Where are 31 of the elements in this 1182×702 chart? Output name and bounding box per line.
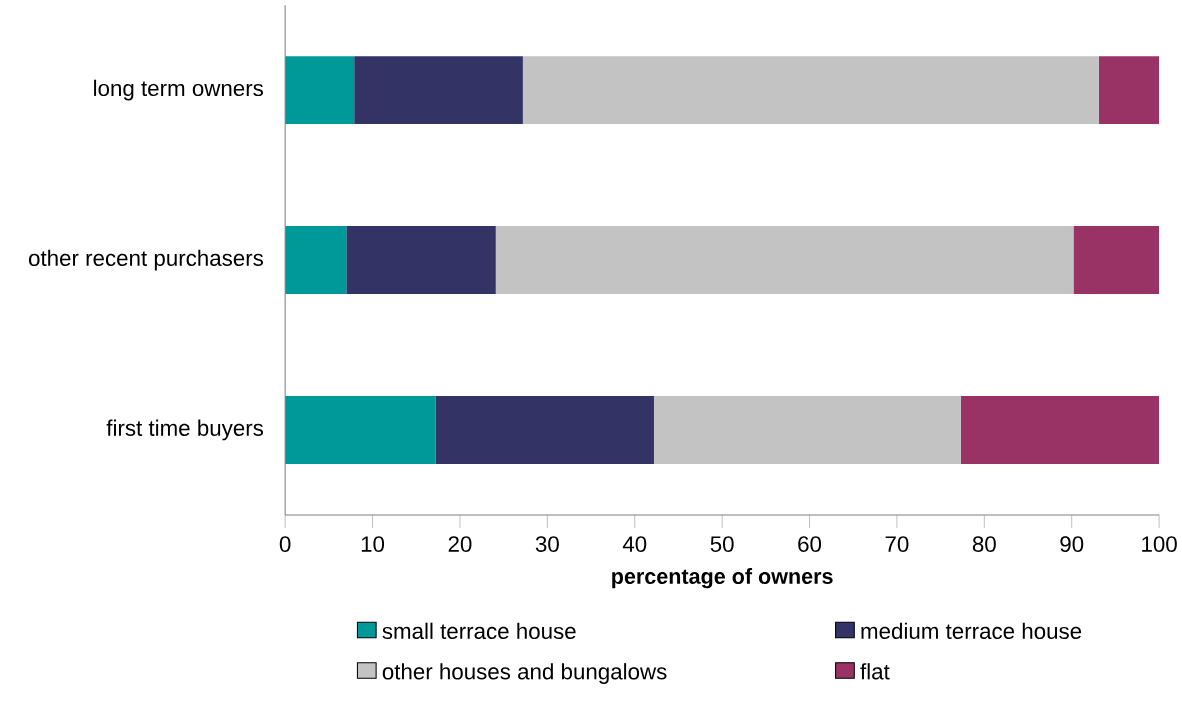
bar [354,56,523,125]
x-tick-label: 70 [885,536,909,553]
x-tick-label: 100 [1142,536,1177,553]
x-tick-label: 30 [535,536,559,553]
bar [495,226,1074,295]
bar [285,396,436,465]
bar [522,56,1099,125]
y-tick-label: other recent purchasers [28,249,264,271]
legend-label: flat [860,663,890,680]
x-axis-title: percentage of owners [612,568,833,589]
x-tick-label: 90 [1060,536,1084,553]
bar [960,396,1160,465]
x-tick-label: 50 [710,536,734,553]
legend-label: medium terrace house [861,622,1082,640]
y-tick-label: first time buyers [106,419,264,441]
y-tick-label: long term owners [94,79,264,101]
x-tick-label: 40 [622,536,647,553]
x-tick-label: 60 [798,536,822,553]
x-tick-label: 10 [361,536,385,553]
legend-label: small terrace house [382,622,576,640]
x-tick-label: 80 [972,536,996,553]
bar [1098,56,1160,125]
bar [346,226,496,295]
x-tick-label: 0 [279,536,291,553]
x-tick-label: 20 [448,536,472,553]
bar [285,226,347,295]
bar [285,56,355,125]
legend-label: other houses and bungalows [382,663,667,685]
bar [653,396,961,465]
bar [1073,226,1160,295]
bar [435,396,654,465]
